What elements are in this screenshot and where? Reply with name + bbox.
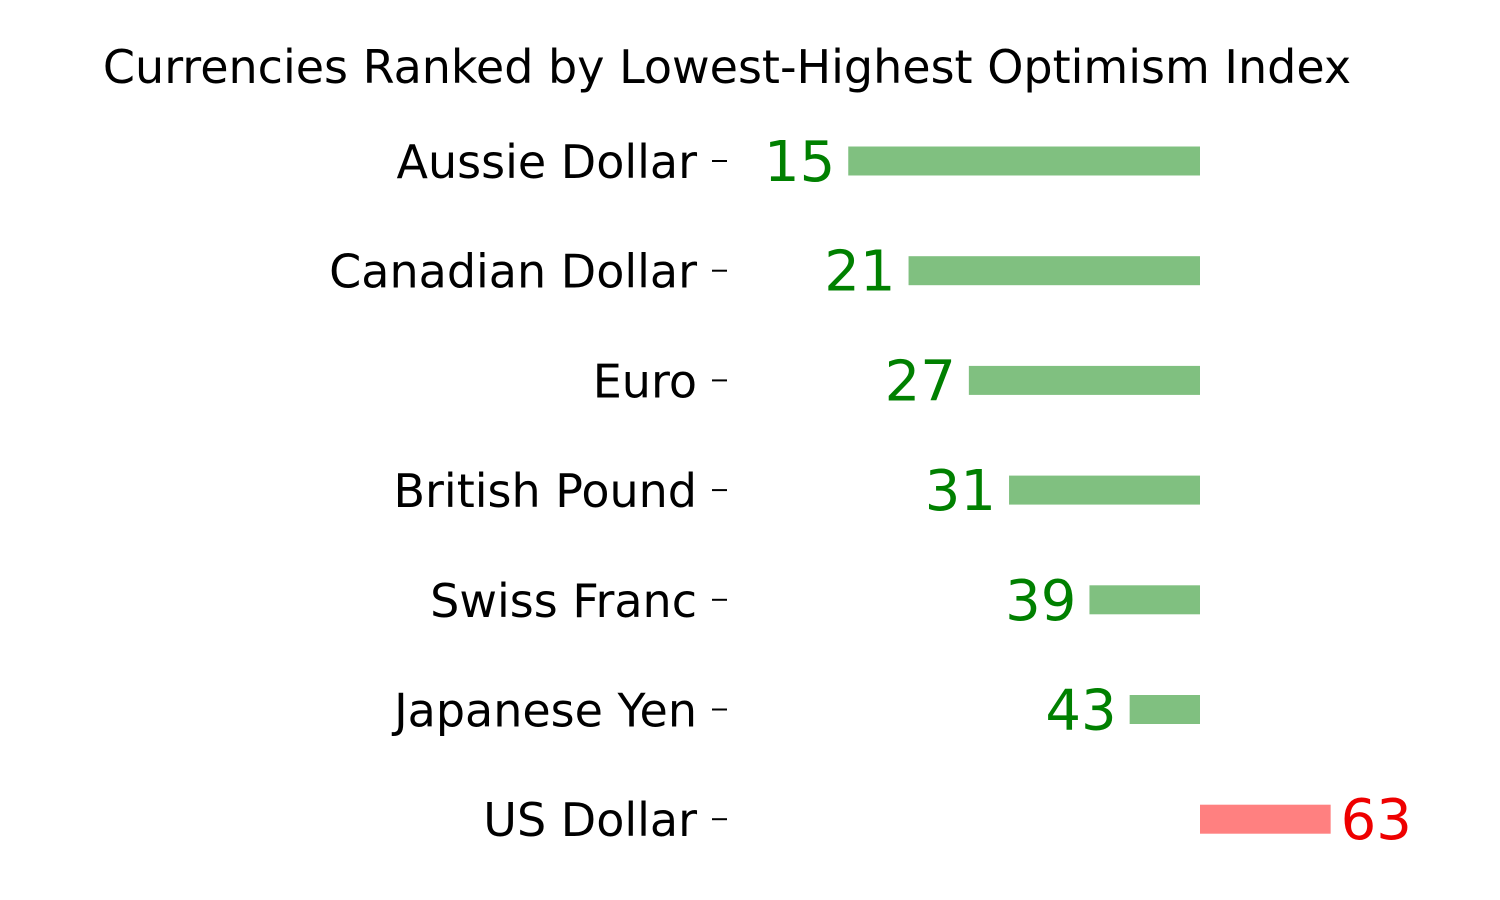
category-label-canadian-dollar: Canadian Dollar — [329, 245, 697, 299]
bar-aussie-dollar — [848, 146, 1200, 176]
category-label-aussie-dollar: Aussie Dollar — [397, 135, 698, 189]
category-label-japanese-yen: Japanese Yen — [391, 684, 697, 738]
value-label-swiss-franc: 39 — [1005, 569, 1076, 634]
value-label-aussie-dollar: 15 — [764, 130, 835, 195]
category-labels: Aussie Dollar Canadian Dollar Euro British … — [329, 135, 697, 847]
bar-swiss-franc — [1089, 585, 1200, 615]
category-label-swiss-franc: Swiss Franc — [430, 574, 697, 628]
bar-euro — [968, 365, 1200, 395]
chart-title: Currencies Ranked by Lowest-Highest Opti… — [103, 40, 1351, 94]
y-axis-ticks — [712, 160, 727, 821]
category-label-british-pound: British Pound — [393, 464, 697, 518]
value-label-british-pound: 31 — [925, 459, 996, 524]
category-label-euro: Euro — [593, 354, 697, 408]
bars — [848, 146, 1331, 834]
value-label-euro: 27 — [885, 349, 956, 414]
bar-japanese-yen — [1129, 695, 1200, 724]
category-label-us-dollar: US Dollar — [483, 793, 697, 847]
bar-us-dollar — [1200, 804, 1331, 834]
bar-british-pound — [1009, 475, 1200, 505]
value-label-japanese-yen: 43 — [1045, 679, 1116, 744]
bar-canadian-dollar — [908, 256, 1200, 286]
value-label-canadian-dollar: 21 — [824, 240, 895, 305]
value-label-us-dollar: 63 — [1341, 788, 1412, 853]
